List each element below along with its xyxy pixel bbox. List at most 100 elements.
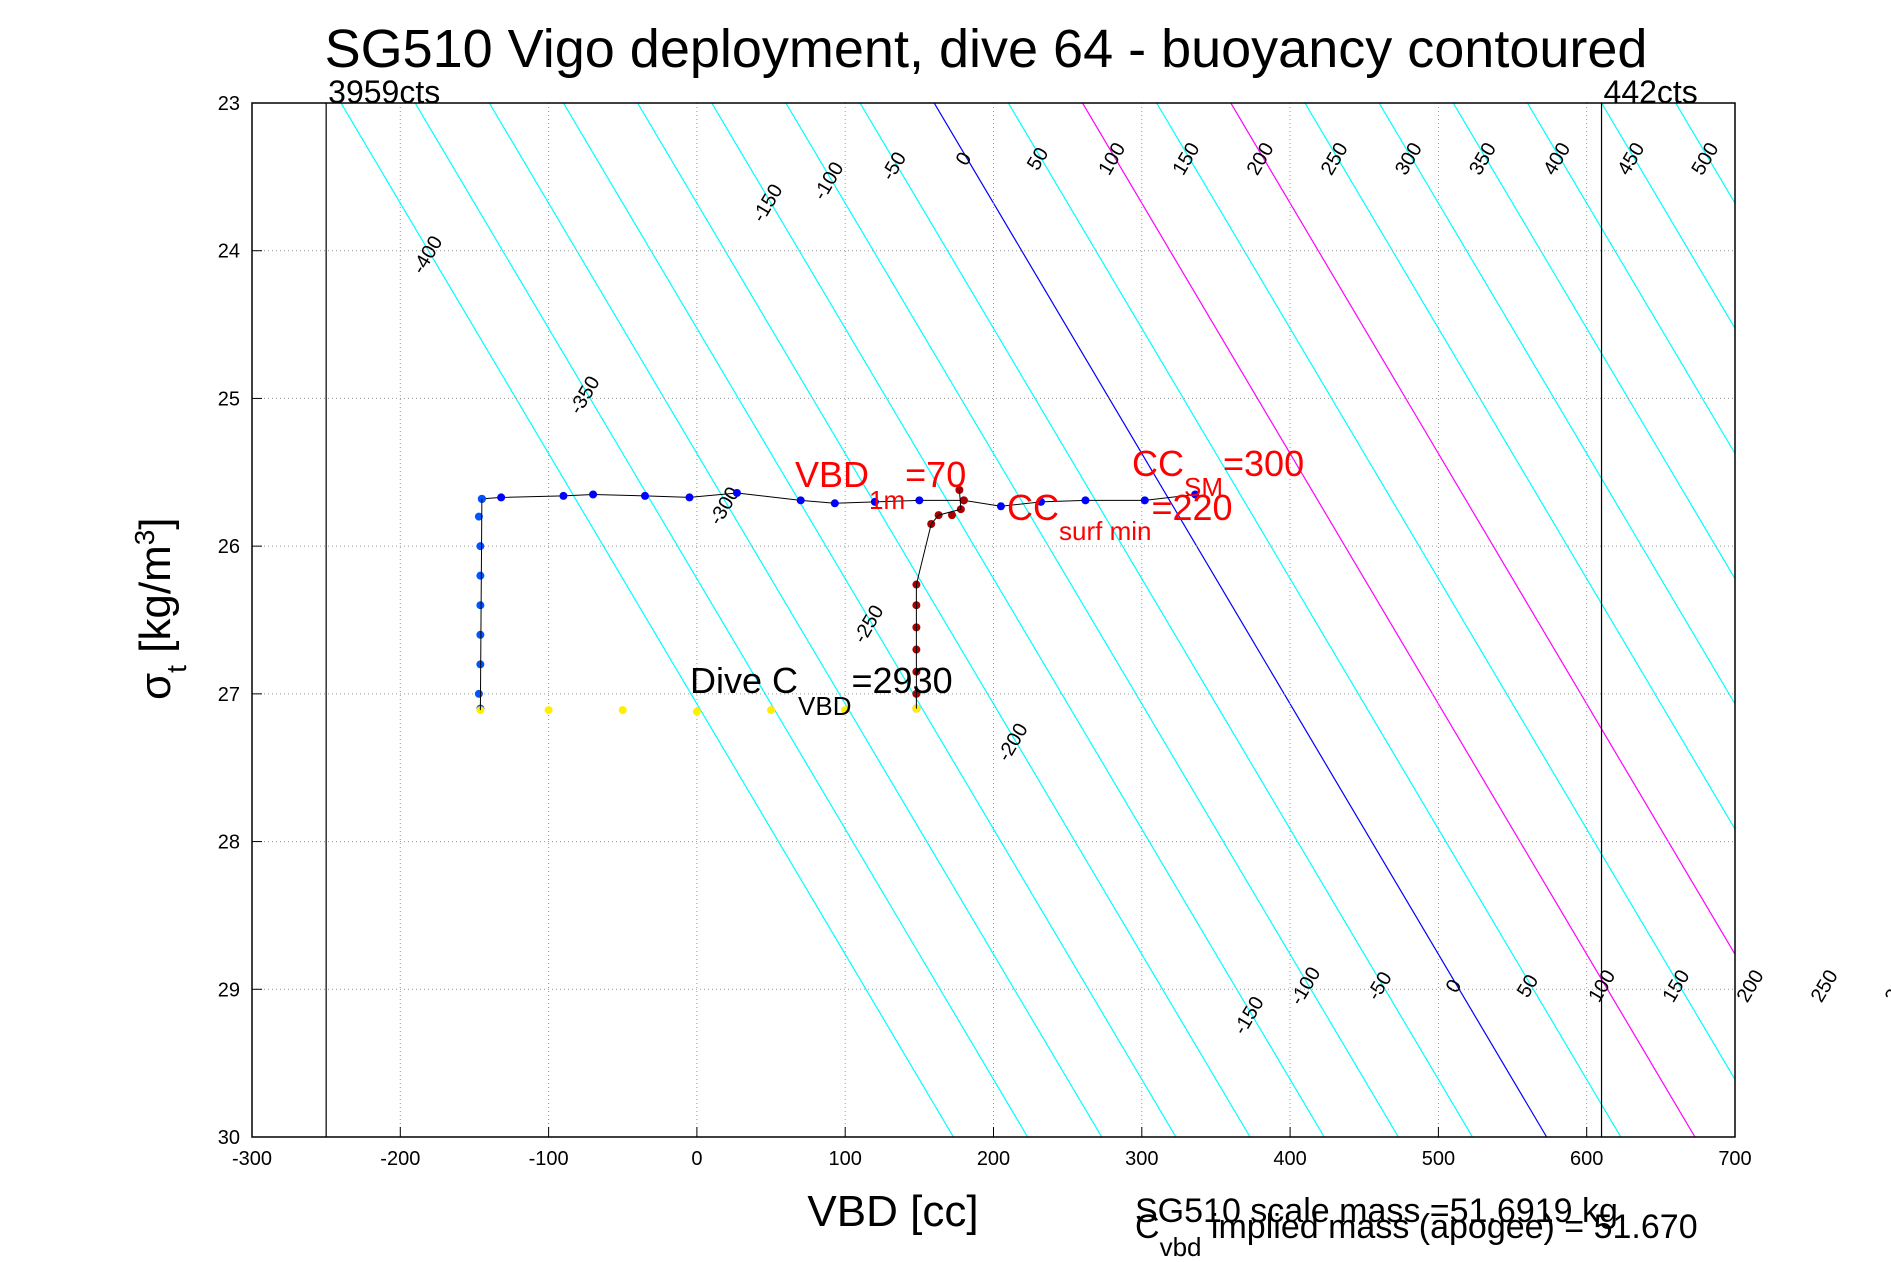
y-axis-end: ]	[131, 517, 180, 529]
y-axis-sub: t	[161, 665, 192, 673]
y-axis-ticks: 23 24 25 26 27 28 29 30	[218, 93, 262, 1149]
contour-line	[562, 103, 1177, 1137]
contour-label-bottom: 0	[1442, 976, 1467, 997]
contour-label-bottom: -50	[1363, 968, 1397, 1004]
contour-label-bottom: 200	[1733, 966, 1769, 1006]
contour-label-bottom: 300	[1881, 966, 1891, 1006]
x-tick-label: 600	[1570, 1148, 1603, 1170]
contour-label-top: 0	[952, 149, 977, 170]
series-point	[476, 601, 485, 610]
contour-lines	[340, 103, 1735, 1137]
contour-line	[1526, 103, 1735, 455]
cc-sm-sub: SM	[1184, 472, 1223, 502]
series-point	[996, 502, 1005, 511]
contour-line	[785, 103, 1399, 1137]
descent-line	[479, 498, 483, 711]
contour-line	[1081, 103, 1696, 1137]
series-point	[618, 706, 627, 715]
series-point	[947, 511, 956, 520]
series-point	[1140, 496, 1149, 505]
contour-line	[1304, 103, 1735, 831]
x-axis-ticks: -300 -200 -100 0 100 200 300 400 500 600 700	[232, 1127, 1752, 1170]
vbd-1m-annotation: VBD1m=70	[795, 454, 966, 515]
x-tick-label: 700	[1718, 1148, 1751, 1170]
implied-mass-text: Cvbd implied mass (apogee) = 51.670	[1135, 1208, 1698, 1262]
contour-label-top: -250	[849, 602, 888, 648]
contour-label-top: -200	[993, 720, 1032, 766]
series-point	[476, 571, 485, 580]
y-tick-label: 28	[218, 832, 240, 854]
right-limit-label: 442cts	[1604, 74, 1698, 110]
series-point	[841, 706, 850, 715]
contour-label-top: -100	[809, 158, 848, 204]
contour-label-top: 350	[1465, 139, 1501, 179]
cc-surf-min-text: CC	[1007, 487, 1059, 528]
contour-label-top: 50	[1023, 144, 1053, 174]
contour-label-bottom: -100	[1286, 963, 1325, 1009]
contour-line	[1452, 103, 1735, 580]
vbd-1m-value: =70	[905, 454, 966, 495]
chart-title: SG510 Vigo deployment, dive 64 - buoyanc…	[325, 19, 1648, 79]
series-point	[830, 499, 839, 508]
contour-line	[1230, 103, 1735, 956]
series-point	[497, 493, 506, 502]
x-tick-label: 400	[1273, 1148, 1306, 1170]
x-axis-label: VBD [cc]	[807, 1187, 978, 1236]
y-tick-label: 26	[218, 536, 240, 558]
x-tick-label: 200	[977, 1148, 1010, 1170]
contour-line	[1007, 103, 1622, 1137]
contour-label-bottom: 100	[1584, 966, 1620, 1006]
series-point	[685, 493, 694, 502]
x-tick-label: -200	[380, 1148, 420, 1170]
buoyancy-contours: -400-350-300-250-200-150 -100 -50 0 50 100 150…	[340, 103, 1891, 1137]
cc-sm-value: =300	[1223, 443, 1304, 484]
series-point	[796, 496, 805, 505]
series-point	[692, 707, 701, 716]
x-tick-label: 0	[691, 1148, 702, 1170]
series-point	[767, 706, 776, 715]
contour-label-top: 150	[1168, 139, 1204, 179]
vbd-limit-lines	[325, 103, 1603, 1137]
contour-line	[488, 103, 1103, 1137]
series-point	[640, 491, 649, 500]
grid-lines	[251, 102, 1736, 1138]
y-axis-unit: [kg/m	[131, 545, 180, 665]
contour-line	[859, 103, 1474, 1137]
contour-label-top: 250	[1317, 139, 1353, 179]
x-tick-label: 300	[1125, 1148, 1158, 1170]
series-point	[559, 491, 568, 500]
left-limit-label: 3959cts	[328, 74, 440, 110]
contour-line	[637, 103, 1251, 1137]
data-series	[474, 486, 1200, 716]
y-axis-sigma: σ	[131, 673, 180, 700]
x-tick-label: 500	[1422, 1148, 1455, 1170]
contour-label-top: -400	[408, 232, 447, 278]
series-point	[476, 630, 485, 639]
series-point	[474, 512, 483, 521]
vbd-1m-sub: 1m	[869, 485, 905, 515]
contour-line	[340, 103, 954, 1137]
dive-cvbd-sub: VBD	[798, 691, 851, 721]
implied-mass-tail: implied mass (apogee) = 51.670	[1201, 1208, 1697, 1246]
series-point	[1081, 496, 1090, 505]
cc-surf-min-sub: surf min	[1059, 516, 1151, 546]
y-tick-label: 25	[218, 388, 240, 410]
contour-label-top: -50	[877, 148, 911, 184]
contour-label-top: 400	[1539, 139, 1575, 179]
contour-line	[1601, 103, 1735, 330]
y-axis-sup: 3	[129, 530, 160, 546]
cc-surf-min-annotation: CCsurf min=220	[1007, 487, 1233, 546]
series-point	[476, 542, 485, 551]
vbd-1m-text: VBD	[795, 454, 869, 495]
contour-label-top: 450	[1613, 139, 1649, 179]
contour-label-bottom: 50	[1513, 971, 1543, 1001]
implied-mass-sub: vbd	[1160, 1232, 1202, 1262]
contour-line	[414, 103, 1029, 1137]
series-point	[544, 706, 553, 715]
implied-mass-c: C	[1135, 1208, 1160, 1246]
cc-sm-text: CC	[1132, 443, 1184, 484]
contour-label-top: 300	[1391, 139, 1427, 179]
dive-cvbd-annotation: Dive CVBD=2930	[690, 660, 953, 721]
series-point	[959, 496, 968, 505]
surface-line	[915, 489, 962, 709]
